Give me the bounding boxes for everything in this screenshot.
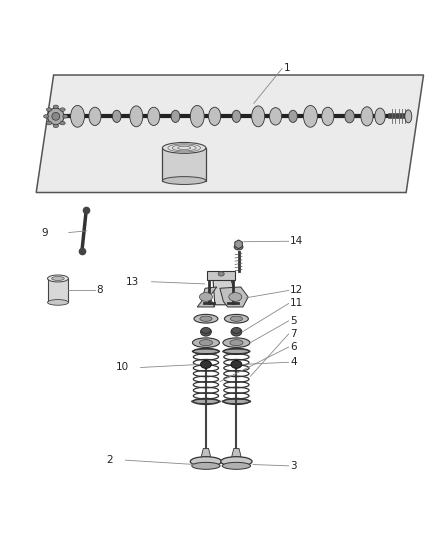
Text: 7: 7 (290, 329, 297, 339)
Ellipse shape (47, 108, 64, 125)
Polygon shape (220, 287, 248, 307)
Text: 6: 6 (290, 342, 297, 352)
Polygon shape (201, 448, 211, 459)
Ellipse shape (53, 124, 58, 128)
Ellipse shape (148, 107, 160, 125)
Text: 10: 10 (116, 362, 129, 373)
Text: 12: 12 (290, 286, 303, 295)
Bar (162, 148, 206, 181)
Ellipse shape (224, 314, 248, 323)
Ellipse shape (199, 340, 212, 346)
Ellipse shape (231, 360, 242, 368)
Ellipse shape (231, 327, 242, 336)
Ellipse shape (405, 110, 412, 123)
Text: 2: 2 (106, 455, 113, 465)
Ellipse shape (289, 110, 297, 123)
Ellipse shape (232, 110, 241, 123)
Ellipse shape (44, 115, 49, 118)
Ellipse shape (201, 327, 212, 336)
Ellipse shape (199, 293, 212, 301)
Polygon shape (197, 287, 217, 307)
Ellipse shape (218, 272, 224, 276)
Ellipse shape (191, 399, 220, 403)
Ellipse shape (171, 110, 180, 123)
Text: 9: 9 (42, 228, 48, 238)
Text: 3: 3 (290, 461, 297, 471)
Bar (47, 278, 68, 302)
Text: 11: 11 (290, 298, 303, 309)
Ellipse shape (60, 108, 65, 111)
Ellipse shape (223, 349, 250, 353)
Ellipse shape (230, 340, 243, 346)
Ellipse shape (192, 349, 219, 353)
Text: 4: 4 (290, 357, 297, 367)
Text: 5: 5 (290, 316, 297, 326)
Ellipse shape (194, 314, 218, 323)
Ellipse shape (89, 107, 101, 125)
Ellipse shape (46, 122, 52, 125)
Ellipse shape (375, 108, 385, 125)
Polygon shape (204, 275, 239, 305)
Ellipse shape (63, 115, 68, 118)
Ellipse shape (47, 300, 68, 305)
Text: 13: 13 (125, 277, 139, 287)
Bar (207, 271, 235, 279)
Ellipse shape (252, 106, 265, 127)
Ellipse shape (234, 244, 243, 250)
Ellipse shape (52, 112, 60, 120)
Ellipse shape (222, 462, 251, 470)
Ellipse shape (200, 316, 212, 321)
Ellipse shape (162, 176, 206, 184)
Ellipse shape (71, 106, 85, 127)
Ellipse shape (190, 106, 204, 127)
Ellipse shape (221, 457, 252, 466)
Ellipse shape (223, 338, 250, 348)
Text: 8: 8 (96, 286, 102, 295)
Polygon shape (231, 448, 242, 459)
Ellipse shape (322, 107, 334, 125)
Text: 1: 1 (284, 62, 291, 72)
Ellipse shape (208, 107, 221, 125)
Ellipse shape (304, 106, 318, 127)
Ellipse shape (192, 462, 220, 470)
Polygon shape (36, 75, 424, 192)
Ellipse shape (46, 108, 52, 111)
Ellipse shape (130, 106, 143, 127)
Ellipse shape (162, 142, 206, 154)
Ellipse shape (190, 457, 222, 466)
Ellipse shape (201, 360, 212, 368)
Ellipse shape (113, 110, 121, 123)
Text: 14: 14 (290, 236, 303, 246)
Ellipse shape (47, 275, 68, 282)
Ellipse shape (222, 399, 251, 403)
Ellipse shape (229, 293, 242, 301)
Ellipse shape (192, 338, 219, 348)
Ellipse shape (53, 105, 58, 109)
Ellipse shape (361, 107, 373, 126)
Ellipse shape (60, 122, 65, 125)
Polygon shape (235, 240, 242, 249)
Ellipse shape (269, 108, 282, 125)
Ellipse shape (52, 277, 64, 280)
Ellipse shape (345, 110, 354, 123)
Ellipse shape (230, 316, 243, 321)
